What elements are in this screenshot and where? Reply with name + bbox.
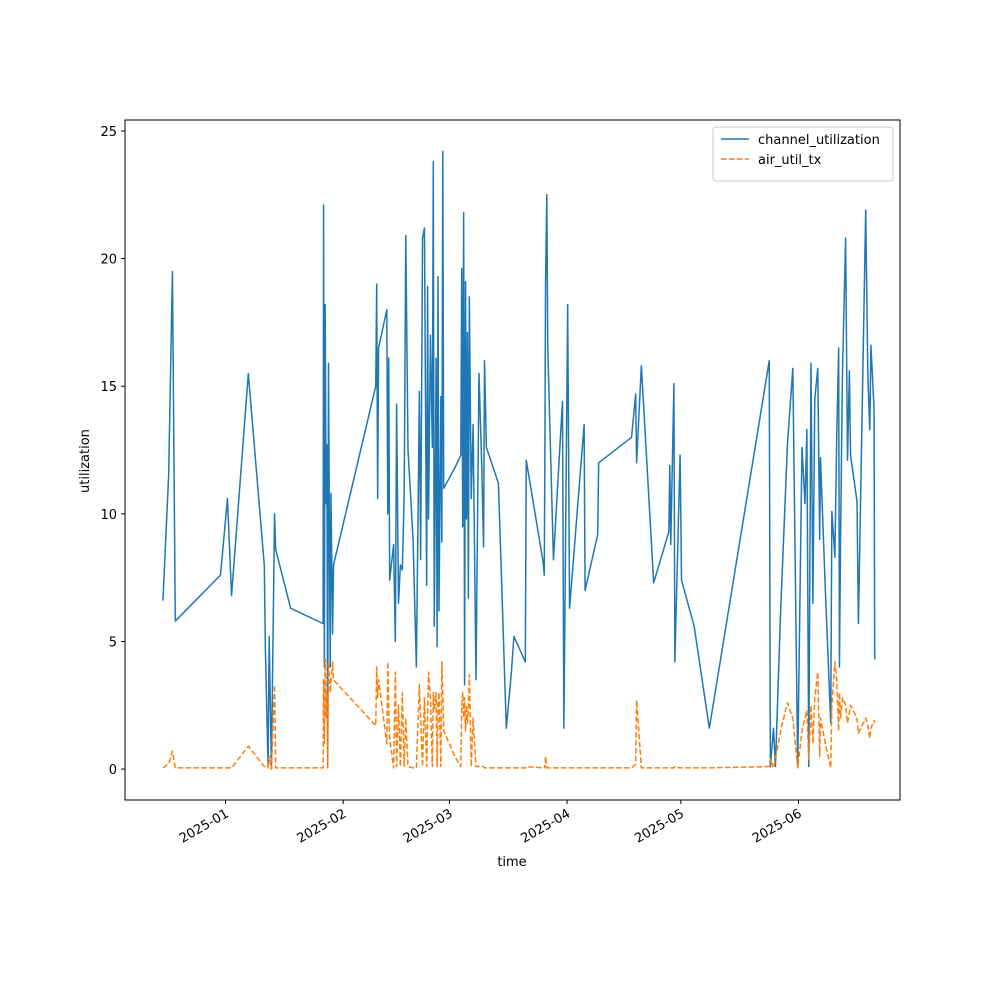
legend-label: channel_utilization — [758, 133, 880, 148]
legend: channel_utilization air_util_tx — [712, 126, 894, 182]
y-tick-label: 25 — [100, 125, 117, 140]
y-tick-label: 20 — [100, 253, 117, 268]
legend-box — [712, 126, 894, 182]
series-line — [162, 150, 876, 770]
y-tick-label: 0 — [109, 763, 117, 778]
series-line — [162, 658, 876, 770]
x-axis-label: time — [497, 855, 526, 870]
y-tick-label: 10 — [100, 508, 117, 523]
y-tick-label: 15 — [100, 380, 117, 395]
plot-frame — [124, 119, 901, 801]
legend-label: air_util_tx — [758, 153, 822, 168]
y-axis-label: utilization — [78, 429, 93, 493]
y-tick-label: 5 — [109, 635, 117, 650]
